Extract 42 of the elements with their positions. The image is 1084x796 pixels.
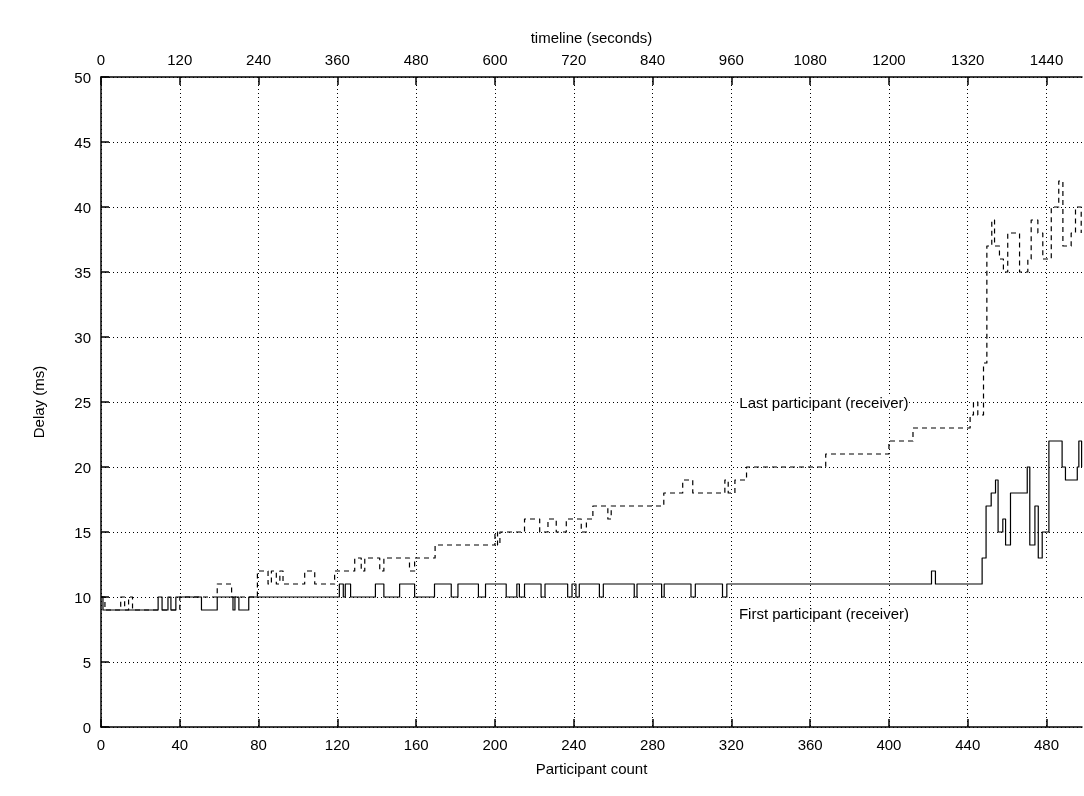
x2-tick-label: 1200 xyxy=(872,51,906,68)
x2-tick-label: 240 xyxy=(246,51,272,68)
x2-axis-title: timeline (seconds) xyxy=(530,29,653,46)
y-tick-label: 10 xyxy=(74,588,91,606)
y-tick-label: 45 xyxy=(74,133,91,151)
y-tick-label: 15 xyxy=(74,523,91,541)
x-tick-label: 240 xyxy=(561,736,587,753)
y-tick-label: 5 xyxy=(82,653,91,671)
y-tick-label: 30 xyxy=(74,328,91,346)
x-tick-label: 40 xyxy=(171,736,189,753)
x2-tick-label: 120 xyxy=(167,51,193,68)
y-tick-label: 0 xyxy=(82,718,91,736)
x2-tick-label: 0 xyxy=(96,51,106,68)
x-tick-label: 120 xyxy=(324,736,350,753)
y-tick-label: 25 xyxy=(74,393,91,411)
x2-tick-label: 1440 xyxy=(1029,51,1064,68)
x-tick-label: 320 xyxy=(718,736,744,753)
x-tick-label: 80 xyxy=(250,736,267,753)
x2-tick-label: 600 xyxy=(482,51,508,68)
series-label: First participant (receiver) xyxy=(738,605,909,623)
x-tick-label: 200 xyxy=(482,736,508,753)
x-tick-label: 440 xyxy=(955,736,981,753)
x2-tick-label: 960 xyxy=(718,51,744,68)
x2-tick-label: 1320 xyxy=(951,51,985,68)
x-tick-label: 280 xyxy=(640,736,666,753)
y-tick-label: 50 xyxy=(74,68,91,86)
x2-tick-label: 720 xyxy=(561,51,587,68)
x-tick-label: 400 xyxy=(876,736,902,753)
x2-tick-label: 1080 xyxy=(793,51,827,68)
x-tick-label: 0 xyxy=(96,736,106,753)
x2-tick-label: 480 xyxy=(403,51,429,68)
series-label: Last participant (receiver) xyxy=(739,393,909,411)
x-tick-label: 360 xyxy=(797,736,823,753)
x-tick-label: 480 xyxy=(1034,736,1060,753)
y-tick-label: 40 xyxy=(74,198,91,216)
y-axis-title: Delay (ms) xyxy=(30,365,47,439)
x-axis-title: Participant count xyxy=(535,760,649,777)
y-tick-label: 20 xyxy=(74,458,91,476)
x2-tick-label: 840 xyxy=(640,51,666,68)
x2-tick-label: 360 xyxy=(324,51,350,68)
x-tick-label: 160 xyxy=(403,736,429,753)
y-tick-label: 35 xyxy=(74,263,91,281)
